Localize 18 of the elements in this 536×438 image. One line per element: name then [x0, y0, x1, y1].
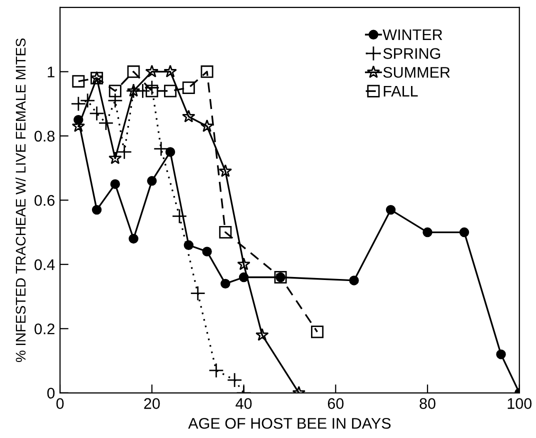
y-axis-title: % INFESTED TRACHEAE W/ LIVE FEMALE MITES [15, 38, 26, 362]
x-tick-label: 80 [420, 398, 436, 409]
x-tick-label: 20 [144, 398, 160, 409]
legend-label: WINTER [382, 29, 442, 40]
y-tick-label: 0.4 [34, 259, 55, 270]
y-tick-label: 0.6 [34, 195, 54, 206]
legend-label: FALL [384, 86, 418, 96]
y-tick-label: 0.8 [34, 130, 55, 142]
y-tick-label: 1 [48, 66, 54, 78]
x-tick-label: 0 [56, 398, 64, 409]
y-tick-label: 0 [47, 388, 55, 399]
x-tick-label: 40 [236, 398, 252, 409]
x-tick-label: 60 [328, 398, 344, 409]
x-tick-label: 100 [508, 398, 532, 409]
y-tick-label: 0.2 [34, 324, 54, 334]
legend-label: SUMMER [383, 66, 450, 78]
legend-label: SPRING [383, 48, 440, 59]
x-axis-title: AGE OF HOST BEE IN DAYS [188, 418, 391, 429]
